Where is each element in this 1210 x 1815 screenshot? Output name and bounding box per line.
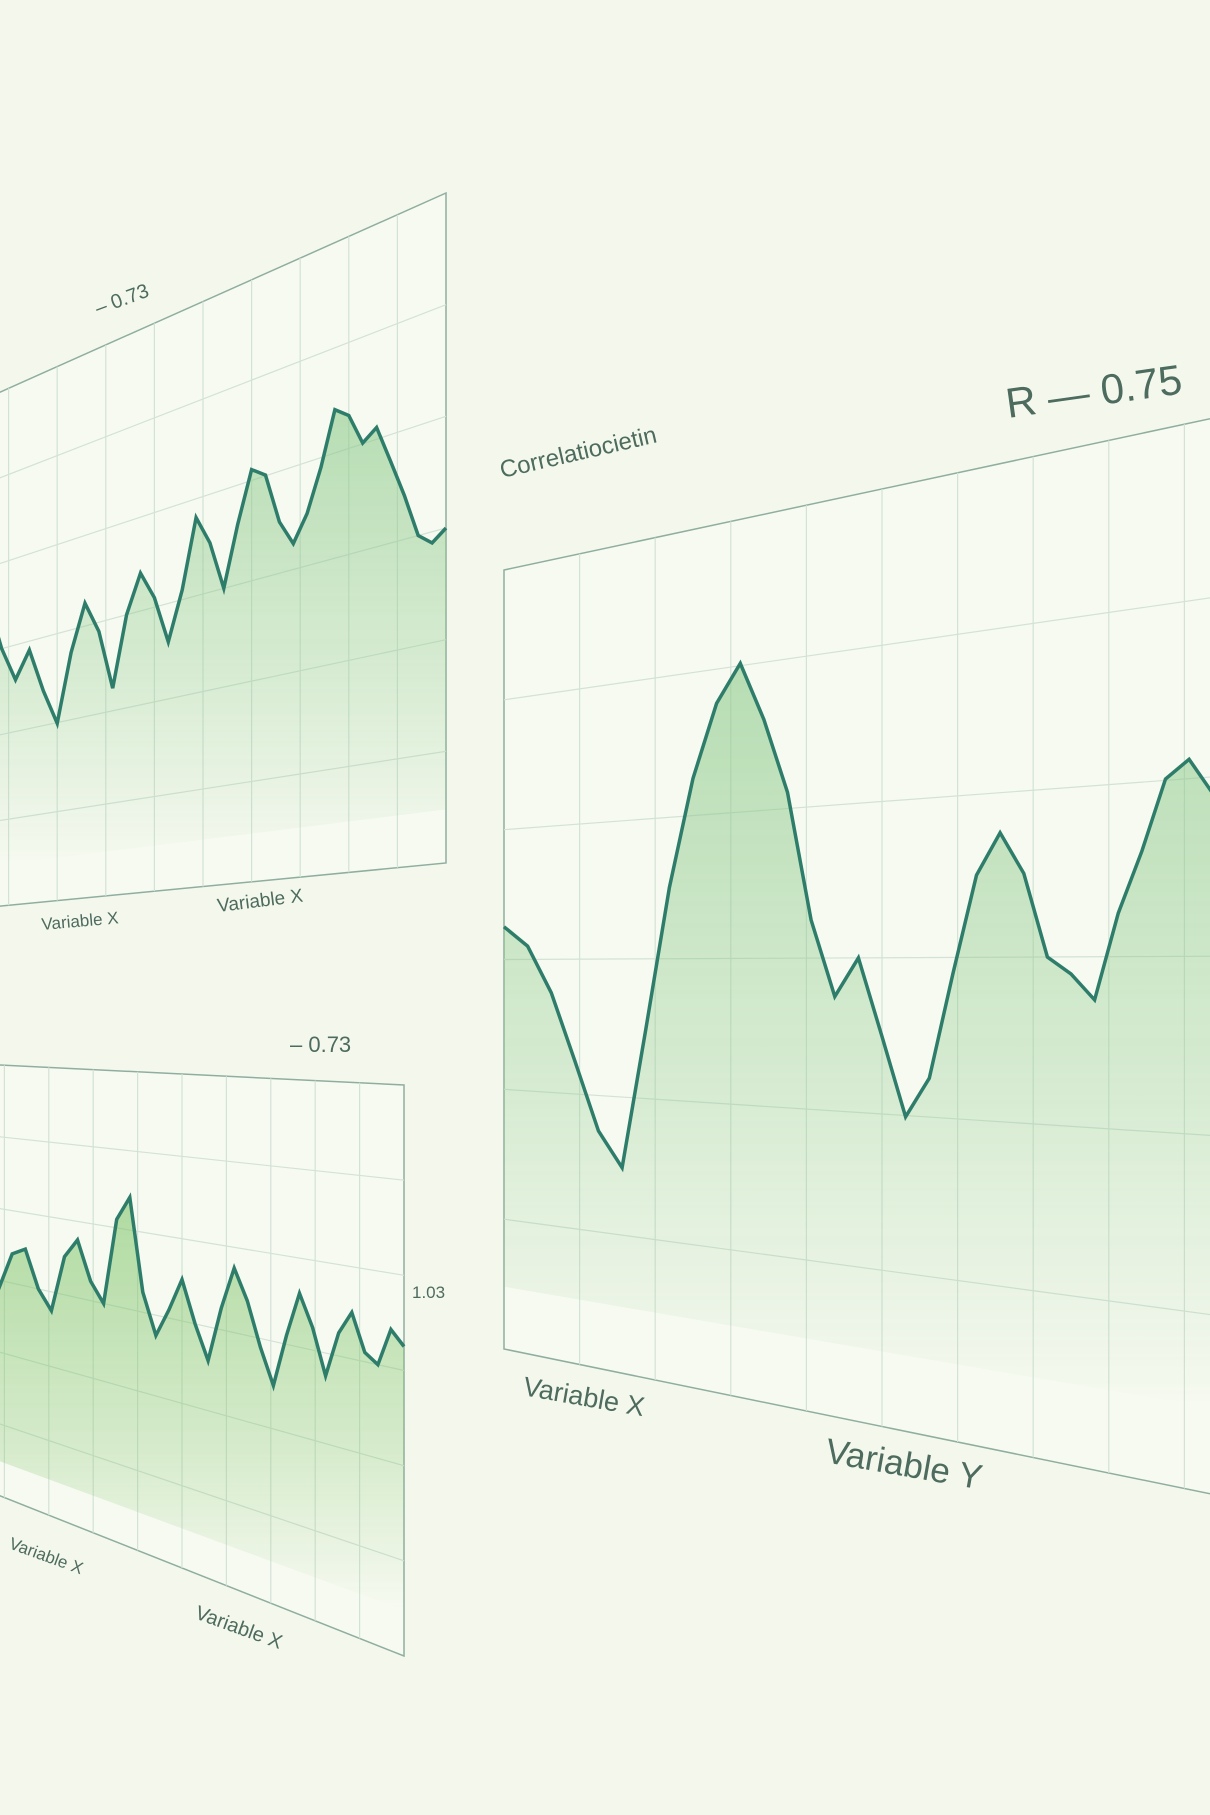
annotation: 1.03 [412,1283,445,1302]
axis-label: Variable X [7,1534,86,1578]
chart-title: Correlatiocietin [497,422,659,484]
chart-panel [502,417,1210,1495]
grid-line [503,597,1210,701]
axis-label: Variable X [216,886,304,917]
grid-line [503,776,1210,831]
grid-line [0,1207,405,1276]
area [0,409,446,866]
chart-panel [0,1064,406,1658]
grid-line [0,304,447,479]
axis-label: Variable X [192,1602,285,1654]
annotation: – 0.73 [92,280,152,320]
grid-line [0,1136,405,1181]
line [0,407,448,730]
axis-label: Variable X [41,908,120,934]
line [502,659,1210,1173]
chart-panel [0,191,448,907]
annotation: R — 0.75 [1003,356,1185,427]
panels [0,191,1210,1658]
annotation: – 0.73 [290,1032,351,1057]
area [504,663,1210,1408]
axis-label: Variable X [521,1371,647,1422]
line [0,1192,406,1392]
